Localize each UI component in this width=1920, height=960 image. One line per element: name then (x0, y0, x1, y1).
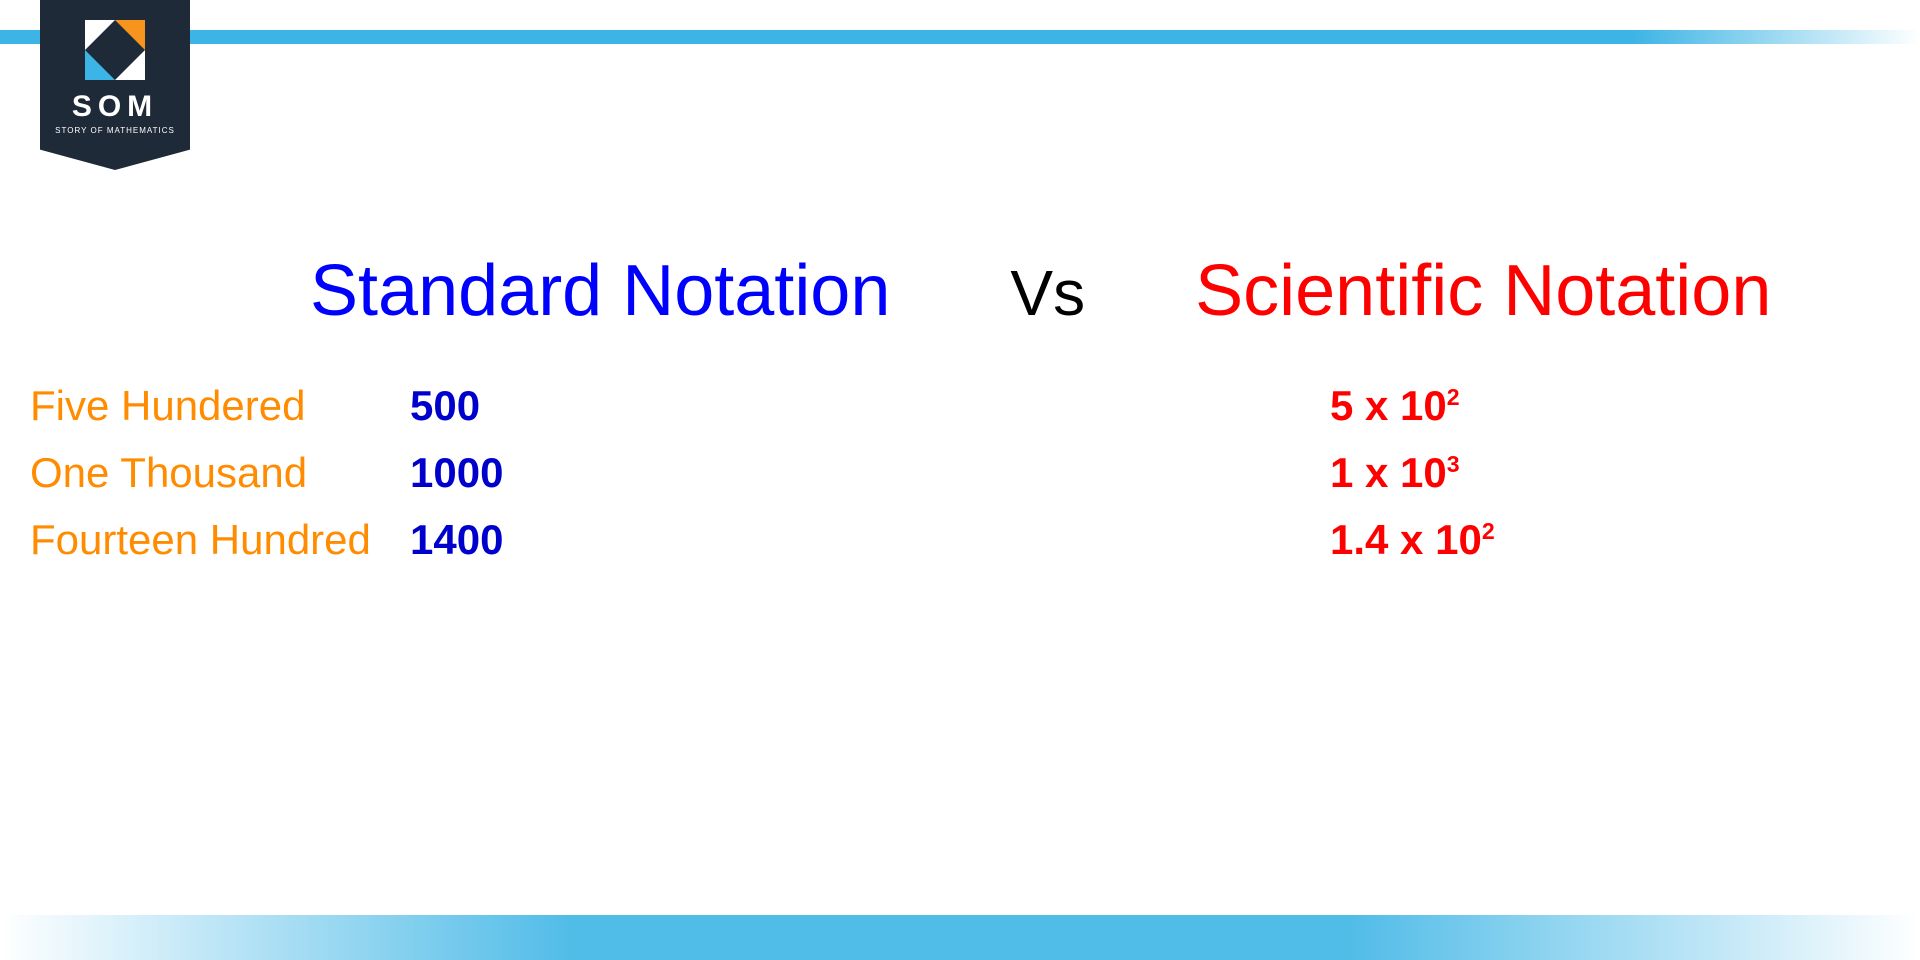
heading-standard-notation: Standard Notation (310, 250, 890, 332)
standard-value: 1000 (410, 439, 1050, 506)
logo-text: SOM (72, 90, 158, 124)
logo-mark-icon (85, 20, 145, 80)
headings-row: Standard Notation Vs Scientific Notation (30, 250, 1890, 332)
table-row: Fourteen Hundred 1400 1.4 x 102 (30, 506, 1890, 573)
standard-value: 500 (410, 372, 1050, 439)
scientific-value: 1 x 103 (1330, 439, 1460, 506)
heading-vs: Vs (1010, 256, 1085, 330)
table-row: Five Hundered 500 5 x 102 (30, 372, 1890, 439)
scientific-value: 1.4 x 102 (1330, 506, 1495, 573)
logo-subtitle: STORY OF MATHEMATICS (55, 126, 175, 135)
heading-scientific-notation: Scientific Notation (1195, 250, 1771, 332)
standard-value: 1400 (410, 506, 1050, 573)
logo-badge: SOM STORY OF MATHEMATICS (40, 0, 190, 170)
word-label: Fourteen Hundred (30, 506, 410, 573)
scientific-value: 5 x 102 (1330, 372, 1460, 439)
word-label: One Thousand (30, 439, 410, 506)
bottom-accent-bar (0, 915, 1920, 960)
table-row: One Thousand 1000 1 x 103 (30, 439, 1890, 506)
top-accent-bar (0, 30, 1920, 44)
word-label: Five Hundered (30, 372, 410, 439)
comparison-content: Standard Notation Vs Scientific Notation… (30, 250, 1890, 574)
